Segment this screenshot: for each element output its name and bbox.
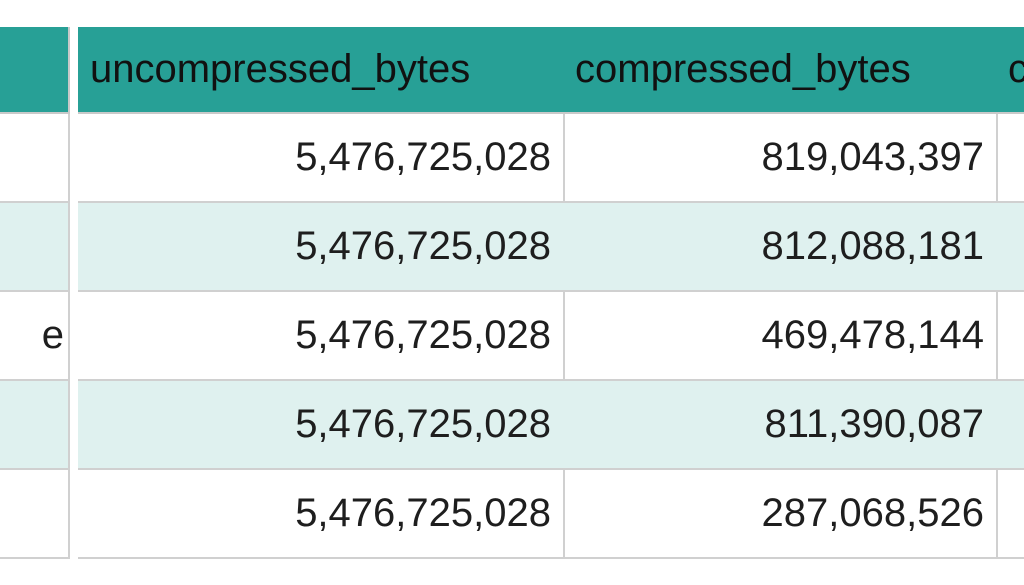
data-cell: 469,478,144 — [563, 292, 998, 381]
data-cell: 287,068,526 — [563, 470, 998, 559]
data-cell — [996, 381, 1024, 470]
data-cell — [996, 203, 1024, 292]
header-cell: compressed_bytes — [563, 27, 998, 114]
row-lead-cell — [0, 381, 70, 470]
header-cell: c — [996, 27, 1024, 114]
data-cell: 5,476,725,028 — [78, 203, 565, 292]
row-lead-cell — [0, 114, 70, 203]
data-cell: 811,390,087 — [563, 381, 998, 470]
data-cell: 5,476,725,028 — [78, 114, 565, 203]
header-cell: uncompressed_bytes — [78, 27, 565, 114]
data-cell — [996, 114, 1024, 203]
row-lead-cell — [0, 470, 70, 559]
data-cell: 812,088,181 — [563, 203, 998, 292]
data-cell: 819,043,397 — [563, 114, 998, 203]
data-cell: 5,476,725,028 — [78, 381, 565, 470]
data-cell — [996, 470, 1024, 559]
data-cell: 5,476,725,028 — [78, 470, 565, 559]
data-cell: 5,476,725,028 — [78, 292, 565, 381]
header-cell — [0, 27, 70, 114]
row-lead-cell: e — [0, 292, 70, 381]
row-lead-cell — [0, 203, 70, 292]
data-cell — [996, 292, 1024, 381]
